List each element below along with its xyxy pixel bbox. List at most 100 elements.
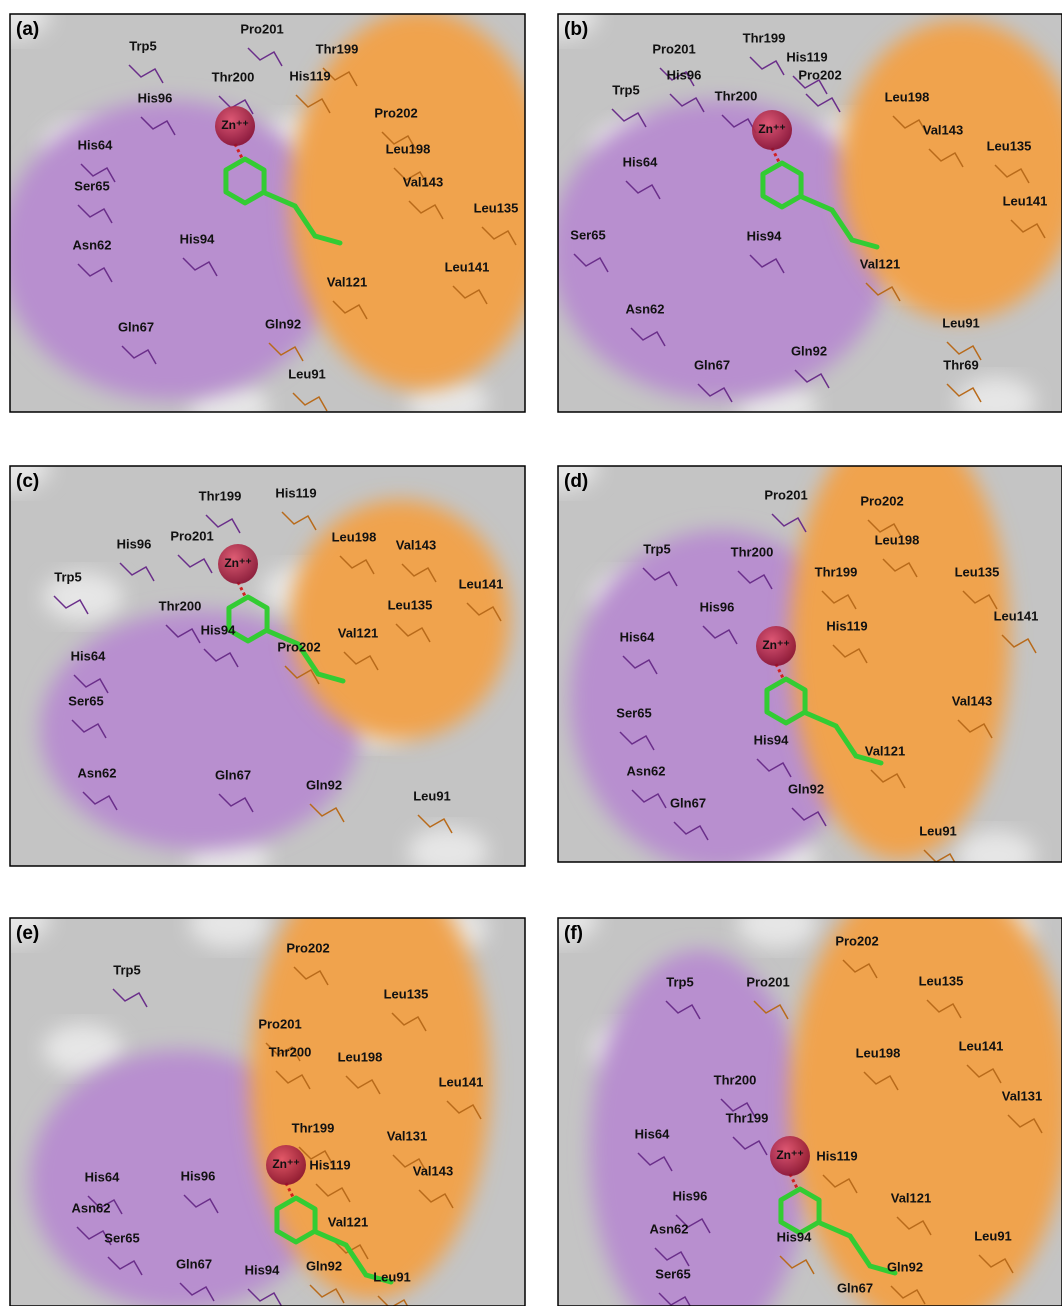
surface-highlight [189, 898, 269, 948]
residue-label: Leu135 [388, 597, 433, 612]
residue-label: His94 [201, 622, 236, 637]
residue-label: Val143 [396, 537, 437, 552]
residue-label: Trp5 [129, 38, 156, 53]
pocket-orange [290, 500, 510, 740]
residue-label: Gln92 [788, 781, 824, 796]
residue-label: Leu91 [413, 788, 451, 803]
residue-label: Leu135 [919, 973, 964, 988]
residue-label: Leu141 [459, 576, 504, 591]
zinc-label: Zn⁺⁺ [762, 638, 789, 652]
pocket-purple [0, 100, 340, 400]
residue-label: His96 [181, 1168, 216, 1183]
residue-label: Pro201 [170, 528, 213, 543]
residue-label: His64 [71, 648, 106, 663]
residue-label: Pro202 [286, 940, 329, 955]
residue-label: Asn62 [71, 1200, 110, 1215]
residue-label: His96 [117, 536, 152, 551]
residue-label: Val121 [327, 274, 368, 289]
residue-label: Pro202 [277, 639, 320, 654]
residue-label: Ser65 [616, 705, 651, 720]
panel-image [518, 0, 1062, 432]
residue-label: Leu141 [959, 1038, 1004, 1053]
panel-label: (a) [16, 19, 39, 40]
residue-label: His119 [816, 1148, 857, 1163]
residue-label: Pro202 [798, 67, 841, 82]
residue-label: Ser65 [655, 1266, 690, 1281]
residue-label: Val121 [865, 743, 906, 758]
residue-label: Asn62 [77, 765, 116, 780]
residue-label: Gln67 [694, 357, 730, 372]
residue-label: Ser65 [570, 227, 605, 242]
residue-label: His64 [78, 137, 113, 152]
surface-highlight [737, 898, 817, 948]
residue-label: Gln92 [306, 777, 342, 792]
panel: (a) Trp5 Pro201 Thr199 Thr200 His119 His96 Zn⁺⁺… [0, 0, 550, 432]
panel: (e)Pro202Trp5Leu135Pro201Thr200Leu198Leu… [0, 860, 525, 1306]
residue-label: Leu91 [942, 315, 980, 330]
residue-label: His119 [786, 49, 827, 64]
residue-label: Pro202 [860, 493, 903, 508]
residue-label: Thr199 [316, 41, 359, 56]
surface-highlight [956, 377, 1036, 427]
residue-label: His119 [289, 68, 330, 83]
residue-label: Pro201 [746, 974, 789, 989]
residue-label: Thr199 [199, 488, 242, 503]
residue-label: Val143 [923, 122, 964, 137]
residue-label: Ser65 [104, 1230, 139, 1245]
panel: (b)Thr199Pro201His119His96Pro202Trp5Thr2… [518, 0, 1062, 432]
residue-label: Leu198 [386, 141, 431, 156]
residue-label: Pro201 [240, 21, 283, 36]
panel-label: (f) [564, 923, 583, 944]
residue-label: Thr200 [159, 598, 202, 613]
residue-label: Pro201 [652, 41, 695, 56]
zinc-label: Zn⁺⁺ [758, 122, 785, 136]
residue-label: Thr199 [815, 564, 858, 579]
residue-label: Val121 [338, 625, 379, 640]
residue-label: Leu91 [919, 823, 957, 838]
residue-label: Trp5 [643, 541, 670, 556]
residue-label: Leu91 [373, 1269, 411, 1284]
zinc-label: Zn⁺⁺ [776, 1148, 803, 1162]
zinc-label: Zn⁺⁺ [272, 1157, 299, 1171]
residue-label: His64 [85, 1169, 120, 1184]
residue-label: His96 [138, 90, 173, 105]
residue-label: His94 [754, 732, 789, 747]
pocket-purple [550, 100, 890, 400]
residue-label: Leu141 [1003, 193, 1048, 208]
residue-label: Gln92 [887, 1259, 923, 1274]
residue-label: His119 [275, 485, 316, 500]
residue-label: His119 [309, 1157, 350, 1172]
residue-label: His94 [245, 1262, 280, 1277]
residue-label: Thr200 [212, 69, 255, 84]
residue-label: Leu135 [474, 200, 519, 215]
residue-label: His94 [777, 1229, 812, 1244]
residue-label: Trp5 [54, 569, 81, 584]
residue-label: Val121 [328, 1214, 369, 1229]
residue-label: Leu141 [439, 1074, 484, 1089]
residue-label: Leu135 [987, 138, 1032, 153]
residue-label: Leu198 [856, 1045, 901, 1060]
residue-label: Gln67 [176, 1256, 212, 1271]
panel-label: (b) [564, 19, 588, 40]
residue-label: His96 [667, 67, 702, 82]
residue-label: Thr200 [731, 544, 774, 559]
residue-label: His64 [635, 1126, 670, 1141]
residue-label: Leu198 [885, 89, 930, 104]
surface-highlight [408, 827, 488, 877]
residue-label: Val143 [403, 174, 444, 189]
zinc-label: Zn⁺⁺ [224, 556, 251, 570]
residue-label: Leu141 [445, 259, 490, 274]
residue-label: Val121 [860, 256, 901, 271]
residue-label: Val131 [387, 1128, 428, 1143]
residue-label: Trp5 [666, 974, 693, 989]
residue-label: Thr200 [714, 1072, 757, 1087]
residue-label: Leu91 [974, 1228, 1012, 1243]
residue-label: Gln67 [118, 319, 154, 334]
residue-label: Val143 [952, 693, 993, 708]
residue-label: His96 [673, 1188, 708, 1203]
zinc-label: Zn⁺⁺ [221, 118, 248, 132]
residue-label: Leu198 [332, 529, 377, 544]
residue-label: Ser65 [74, 178, 109, 193]
panel-label: (d) [564, 471, 588, 492]
